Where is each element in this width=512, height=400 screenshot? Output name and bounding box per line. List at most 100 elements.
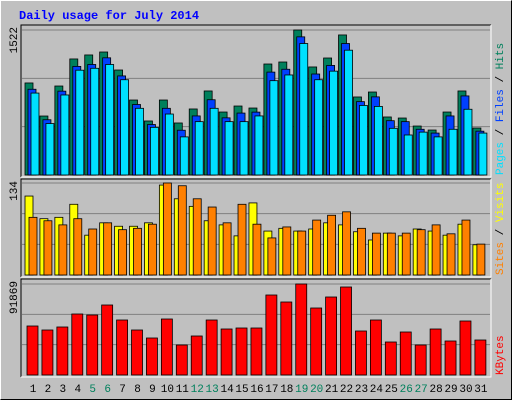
bar [312,219,322,276]
x-tick-label: 2 [45,384,52,396]
bar [209,107,219,176]
bar [162,182,172,276]
bar [314,79,324,176]
bar [446,233,456,276]
x-tick-label: 27 [415,384,428,396]
chart-title: Daily usage for July 2014 [19,9,199,23]
bar [429,328,442,376]
bar [373,106,383,176]
bar [192,198,202,276]
x-tick-label: 9 [149,384,156,396]
bar [237,203,247,276]
bar [133,227,142,276]
bar [295,283,308,376]
legend-entry: Hits [495,43,507,69]
bar [75,69,85,176]
bar [175,344,188,376]
bar [105,64,115,176]
x-tick-label: 4 [74,384,81,396]
panel-bevel [21,179,492,278]
x-tick-label: 12 [191,384,204,396]
bar [71,313,84,376]
bar [280,301,293,376]
bar [474,339,487,376]
bar [418,131,428,176]
x-tick-label: 21 [325,384,339,396]
legend-separator: / [495,69,507,89]
bar [329,70,339,176]
panel-bevel [20,24,491,177]
bar [310,307,323,376]
panel-bevel [20,178,491,277]
bar [90,67,100,176]
bar [386,232,396,276]
bar [118,229,127,276]
bar [222,222,232,276]
x-tick-label: 28 [430,384,443,396]
bar [146,337,158,376]
bar [388,127,398,176]
bar [416,229,426,276]
bar [297,230,307,276]
bar [463,108,473,176]
bar [160,318,173,376]
bar [239,121,249,176]
x-tick-label: 16 [250,384,263,396]
legend: Sites / Visits [495,183,507,275]
bar [369,319,382,376]
panel-bevel [20,278,491,377]
y-tick-label: 91869 [9,281,21,314]
x-tick-label: 26 [400,384,413,396]
bar [43,220,53,276]
bar [399,331,412,376]
bar [190,335,203,376]
y-tick-label: 1522 [9,27,21,53]
bar [269,80,279,176]
x-tick-label: 17 [265,384,278,396]
legend-entry: Visits [495,183,507,223]
bar [150,126,159,176]
bar [58,224,68,276]
bar [357,227,366,276]
x-tick-label: 24 [370,384,384,396]
bar [135,107,144,176]
x-tick-label: 22 [340,384,353,396]
legend-entry: KBytes [495,335,507,375]
legend: KBytes [495,335,507,375]
bar [267,237,277,276]
panel-bevel [21,25,492,178]
bar [224,121,234,176]
bar [207,206,217,276]
x-tick-label: 5 [89,384,96,396]
bar [433,136,443,176]
bar [148,223,157,276]
bar [444,340,457,376]
x-tick-label: 1 [30,384,37,396]
bar [179,136,189,176]
bar [448,128,458,176]
x-tick-label: 7 [119,384,126,396]
x-tick-label: 23 [355,384,368,396]
x-tick-label: 15 [235,384,248,396]
x-tick-label: 3 [60,384,67,396]
legend-separator: / [495,222,507,242]
x-tick-label: 13 [206,384,219,396]
bar [299,43,309,176]
x-tick-label: 18 [280,384,293,396]
bar [164,113,174,176]
bar [250,327,263,376]
legend-entry: Sites [495,242,507,275]
x-tick-label: 8 [134,384,141,396]
bar [120,79,129,176]
bar [28,216,38,276]
x-tick-label: 10 [161,384,174,396]
bar [476,243,486,276]
bar [101,304,114,376]
x-tick-label: 20 [310,384,323,396]
bar [252,223,262,276]
bar [384,341,397,376]
bar [461,219,471,276]
legend-separator: / [495,122,507,142]
bar [26,325,39,376]
